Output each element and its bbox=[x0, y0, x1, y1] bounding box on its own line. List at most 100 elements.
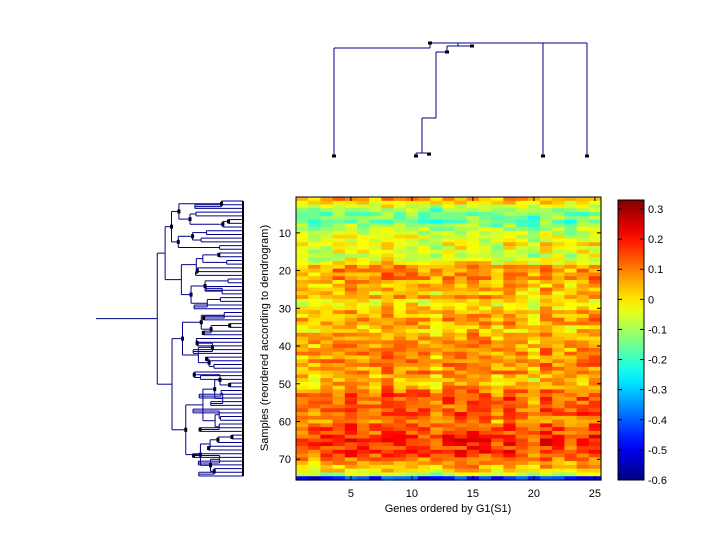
heatmap-cell bbox=[418, 287, 431, 292]
heatmap-cell bbox=[527, 313, 541, 319]
heatmap-cell bbox=[540, 291, 553, 296]
heatmap-cell bbox=[381, 298, 395, 304]
heatmap-cell bbox=[454, 298, 468, 304]
heatmap-cell bbox=[466, 291, 480, 296]
heatmap-cell bbox=[479, 246, 492, 251]
heatmap-cell bbox=[576, 325, 590, 330]
heatmap-cell bbox=[442, 359, 456, 364]
heatmap-cell bbox=[344, 242, 358, 247]
heatmap-cell bbox=[576, 234, 590, 240]
heatmap-cell bbox=[454, 291, 468, 296]
heatmap-cell bbox=[381, 434, 395, 440]
heatmap-cell bbox=[540, 321, 553, 326]
heatmap-cell bbox=[405, 396, 419, 402]
heatmap-cell bbox=[308, 234, 321, 240]
heatmap-cell bbox=[357, 257, 370, 262]
heatmap-cell bbox=[527, 366, 541, 372]
heatmap-cell bbox=[393, 298, 407, 304]
heatmap-cell bbox=[393, 317, 407, 323]
heatmap-cell bbox=[357, 359, 370, 364]
heatmap-cell bbox=[564, 268, 578, 274]
heatmap-cell bbox=[430, 227, 443, 232]
heatmap-cell bbox=[491, 415, 504, 421]
heatmap-cell bbox=[357, 298, 370, 304]
heatmap-cell bbox=[381, 430, 395, 436]
heatmap-cell bbox=[320, 393, 334, 398]
heatmap-cell bbox=[393, 370, 407, 375]
heatmap-cell bbox=[454, 227, 468, 232]
heatmap-cell bbox=[369, 238, 382, 243]
heatmap-cell bbox=[381, 272, 395, 277]
heatmap-cell bbox=[430, 268, 443, 274]
heatmap-cell bbox=[320, 197, 334, 202]
heatmap-cell bbox=[564, 461, 578, 466]
heatmap-cell bbox=[454, 363, 468, 368]
heatmap-cell bbox=[320, 404, 334, 409]
heatmap-cell bbox=[332, 381, 346, 387]
heatmap-cell bbox=[527, 200, 541, 206]
heatmap-cell bbox=[418, 468, 431, 474]
heatmap-cell bbox=[515, 412, 529, 417]
heatmap-cell bbox=[320, 291, 334, 296]
heatmap-cell bbox=[308, 246, 321, 251]
heatmap-cell bbox=[491, 363, 504, 368]
heatmap-cell bbox=[503, 283, 517, 289]
heatmap-cell bbox=[308, 204, 321, 209]
heatmap-cell bbox=[540, 412, 553, 417]
heatmap-cell bbox=[540, 219, 553, 225]
heatmap-cell bbox=[357, 302, 370, 308]
heatmap-cell bbox=[515, 370, 529, 375]
heatmap-cell bbox=[320, 378, 334, 383]
heatmap-cell bbox=[332, 366, 346, 372]
heatmap-cell bbox=[332, 408, 346, 413]
heatmap-cell bbox=[576, 404, 590, 409]
heatmap-cell bbox=[393, 223, 407, 228]
heatmap-cell bbox=[552, 325, 565, 330]
heatmap-cell bbox=[442, 204, 456, 209]
colorbar-tick-label: -0.1 bbox=[648, 324, 667, 336]
heatmap-cell bbox=[552, 287, 565, 292]
heatmap-cell bbox=[491, 317, 504, 323]
heatmap-cell bbox=[552, 272, 565, 277]
heatmap-cell bbox=[418, 234, 431, 240]
heatmap-cell bbox=[564, 457, 578, 462]
heatmap-cell bbox=[588, 412, 602, 417]
heatmap-cell bbox=[466, 325, 480, 330]
heatmap-cell bbox=[320, 464, 334, 470]
heatmap-cell bbox=[454, 306, 468, 311]
heatmap-cell bbox=[369, 370, 382, 375]
heatmap-cell bbox=[296, 464, 309, 470]
heatmap-cell bbox=[332, 329, 346, 334]
heatmap-cell bbox=[588, 249, 602, 255]
heatmap-cell bbox=[479, 215, 492, 221]
heatmap-cell bbox=[393, 423, 407, 428]
heatmap-cell bbox=[491, 453, 504, 458]
heatmap-cell bbox=[576, 434, 590, 440]
heatmap-cell bbox=[320, 329, 334, 334]
heatmap-cell bbox=[381, 347, 395, 353]
heatmap-cell bbox=[418, 434, 431, 440]
heatmap-cell bbox=[540, 313, 553, 319]
heatmap-cell bbox=[381, 408, 395, 413]
heatmap-cell bbox=[491, 336, 504, 341]
heatmap-cell bbox=[540, 359, 553, 364]
heatmap-cell bbox=[454, 476, 468, 481]
heatmap-cell bbox=[491, 359, 504, 364]
heatmap-cell bbox=[418, 344, 431, 349]
heatmap-cell bbox=[515, 197, 529, 202]
heatmap-cell bbox=[357, 434, 370, 440]
heatmap-cell bbox=[320, 317, 334, 323]
heatmap-cell bbox=[344, 329, 358, 334]
heatmap-cell bbox=[540, 287, 553, 292]
heatmap-cell bbox=[466, 457, 480, 462]
heatmap-cell bbox=[308, 264, 321, 270]
heatmap-cell bbox=[357, 355, 370, 360]
heatmap-cell bbox=[430, 321, 443, 326]
heatmap-cell bbox=[344, 434, 358, 440]
heatmap-cell bbox=[430, 370, 443, 375]
heatmap-cell bbox=[454, 208, 468, 213]
heatmap-cell bbox=[527, 302, 541, 308]
heatmap-cell bbox=[540, 408, 553, 413]
heatmap-cell bbox=[369, 325, 382, 330]
heatmap-cell bbox=[491, 427, 504, 432]
